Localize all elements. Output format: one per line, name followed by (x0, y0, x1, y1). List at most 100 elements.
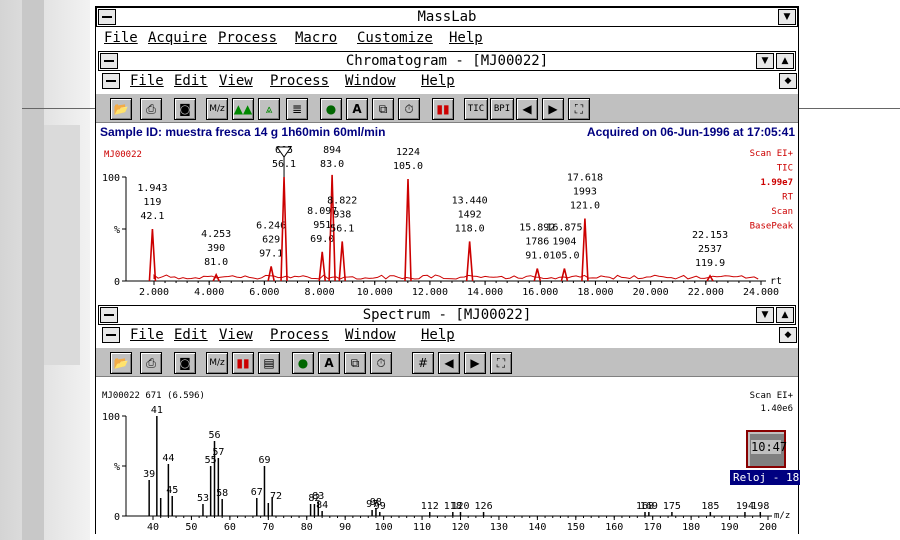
chromatogram-plot[interactable]: MJ00022 Scan EI+ TIC 1.99e7 RT Scan BasePeak 10… (96, 141, 800, 301)
bpi-button[interactable]: BPI (490, 98, 514, 120)
spec-bars-icon[interactable]: ▮▮ (232, 352, 254, 374)
spec-menu-process[interactable]: Process (270, 325, 329, 345)
masslab-window: MassLab ▼ File Acquire Process Macro Cus… (95, 6, 799, 534)
arrow-right-icon[interactable]: ▶ (542, 98, 564, 120)
chrom-peak-label: 105.0 (549, 251, 579, 262)
spec-x-tick-label: 190 (721, 522, 739, 533)
chrom-doc-menu-button[interactable] (102, 73, 120, 89)
globe-icon[interactable]: ● (320, 98, 342, 120)
spec-globe-icon[interactable]: ● (292, 352, 314, 374)
open-file-icon[interactable]: 📂 (110, 98, 132, 120)
spec-menu-help[interactable]: Help (421, 325, 455, 345)
spec-info-0: Scan EI+ (750, 391, 794, 401)
spec-x-tick-label: 50 (185, 522, 197, 533)
chrom-x-tick-label: 2.000 (139, 287, 169, 298)
spec-copy-window-icon[interactable]: ⧉ (344, 352, 366, 374)
spec-menu-edit[interactable]: Edit (174, 325, 208, 345)
chrom-menubar: File Edit View Process Window Help ◆ (96, 71, 798, 91)
app-menu-file[interactable]: File (104, 28, 138, 48)
spec-text-annotate-icon[interactable]: A (318, 352, 340, 374)
camera-icon[interactable]: ◙ (174, 98, 196, 120)
chrom-system-menu-button[interactable] (100, 53, 118, 69)
chrom-peak-label: 91.0 (525, 251, 549, 262)
spec-x-tick-label: 120 (451, 522, 469, 533)
spec-peak-label: 69 (258, 455, 270, 466)
chrom-menu-view[interactable]: View (219, 71, 253, 91)
spec-print-icon[interactable]: ⎙ (140, 352, 162, 374)
chrom-menu-window[interactable]: Window (345, 71, 396, 91)
app-menu-process[interactable]: Process (218, 28, 277, 48)
app-menu-acquire[interactable]: Acquire (148, 28, 207, 48)
spec-stopwatch-icon[interactable]: ⏱ (370, 352, 392, 374)
combine-icon[interactable]: ≣ (286, 98, 308, 120)
spec-peak-label: 169 (640, 501, 658, 512)
chrom-menu-edit[interactable]: Edit (174, 71, 208, 91)
spec-menu-file[interactable]: File (130, 325, 164, 345)
app-menu-help[interactable]: Help (449, 28, 483, 48)
spec-arrow-right-icon[interactable]: ▶ (464, 352, 486, 374)
app-title: MassLab (417, 9, 476, 25)
spec-doc-menu-button[interactable] (102, 327, 120, 343)
zoom-fit-icon[interactable]: ⛶ (568, 98, 590, 120)
arrow-left-icon[interactable]: ◀ (516, 98, 538, 120)
app-system-menu-button[interactable] (98, 9, 116, 25)
chrom-menu-help[interactable]: Help (421, 71, 455, 91)
app-titlebar: MassLab ▼ (96, 7, 798, 27)
mass-ratio-icon[interactable]: M/z (206, 98, 228, 120)
reloj-taskbar-label[interactable]: Reloj - 18/11 (730, 470, 800, 485)
chrom-menu-process[interactable]: Process (270, 71, 329, 91)
spec-x-tick-label: 130 (490, 522, 508, 533)
chrom-x-tick-label: 12.000 (412, 287, 448, 298)
chrom-info-0: Scan EI+ (750, 149, 794, 159)
spec-mass-ratio-icon[interactable]: M/z (206, 352, 228, 374)
spec-zoom-fit-icon[interactable]: ⛶ (490, 352, 512, 374)
spec-menu-window[interactable]: Window (345, 325, 396, 345)
chrom-maximize-button[interactable]: ▲ (776, 53, 794, 69)
chrom-peak-label: 97.1 (259, 248, 283, 259)
spec-peak-label: 99 (374, 501, 386, 512)
stopwatch-icon[interactable]: ⏱ (398, 98, 420, 120)
spec-menu-view[interactable]: View (219, 325, 253, 345)
spec-x-tick-label: 60 (224, 522, 236, 533)
spec-open-file-icon[interactable]: 📂 (110, 352, 132, 374)
spectrum-plot[interactable]: MJ00022 671 (6.596) Scan EI+ 1.40e6 100% 0 40… (96, 378, 800, 534)
tic-button[interactable]: TIC (464, 98, 488, 120)
chrom-peak-label: 56.1 (330, 223, 354, 234)
copy-window-icon[interactable]: ⧉ (372, 98, 394, 120)
spec-arrow-left-icon[interactable]: ◀ (438, 352, 460, 374)
chrom-peak-label: 119.9 (695, 258, 725, 269)
spec-restore-button[interactable]: ◆ (779, 327, 797, 343)
library-book-icon[interactable]: ▤ (258, 352, 280, 374)
chrom-menu-file[interactable]: File (130, 71, 164, 91)
chrom-title: Chromatogram - [MJ00022] (346, 53, 548, 69)
chrom-x-tick-label: 8.000 (304, 287, 334, 298)
chrom-peak (339, 241, 345, 281)
slide-background-block (44, 125, 80, 365)
peak-integrate-icon[interactable]: ⩓ (258, 98, 280, 120)
chrom-info-2: 1.99e7 (760, 178, 793, 188)
print-icon[interactable]: ⎙ (140, 98, 162, 120)
spec-x-unit: m/z (774, 511, 790, 521)
app-minimize-button[interactable]: ▼ (778, 9, 796, 25)
text-annotate-icon[interactable]: A (346, 98, 368, 120)
hash-icon[interactable]: # (412, 352, 434, 374)
spec-minimize-button[interactable]: ▼ (756, 307, 774, 323)
peak-detect-icon[interactable]: ▲▲ (232, 98, 254, 120)
spectrum-pane: MJ00022 671 (6.596) Scan EI+ 1.40e6 100% 0 40… (96, 378, 798, 534)
spec-maximize-button[interactable]: ▲ (776, 307, 794, 323)
spec-x-tick-label: 170 (644, 522, 662, 533)
app-menu-customize[interactable]: Customize (357, 28, 433, 48)
chrom-peak-label: 42.1 (140, 211, 164, 222)
chrom-peak-label: 1.943 (137, 183, 167, 194)
spec-x-tick-label: 90 (339, 522, 351, 533)
chrom-peak-label: 11.206 (390, 141, 426, 144)
chrom-minimize-button[interactable]: ▼ (756, 53, 774, 69)
spec-camera-icon[interactable]: ◙ (174, 352, 196, 374)
spectrum-bars-icon[interactable]: ▮▮ (432, 98, 454, 120)
slide-background-stripe (22, 0, 44, 540)
chrom-peak (405, 179, 411, 281)
app-menu-macro[interactable]: Macro (295, 28, 337, 48)
clock-widget[interactable]: 10:47 (746, 430, 786, 468)
spec-system-menu-button[interactable] (100, 307, 118, 323)
chrom-restore-button[interactable]: ◆ (779, 73, 797, 89)
